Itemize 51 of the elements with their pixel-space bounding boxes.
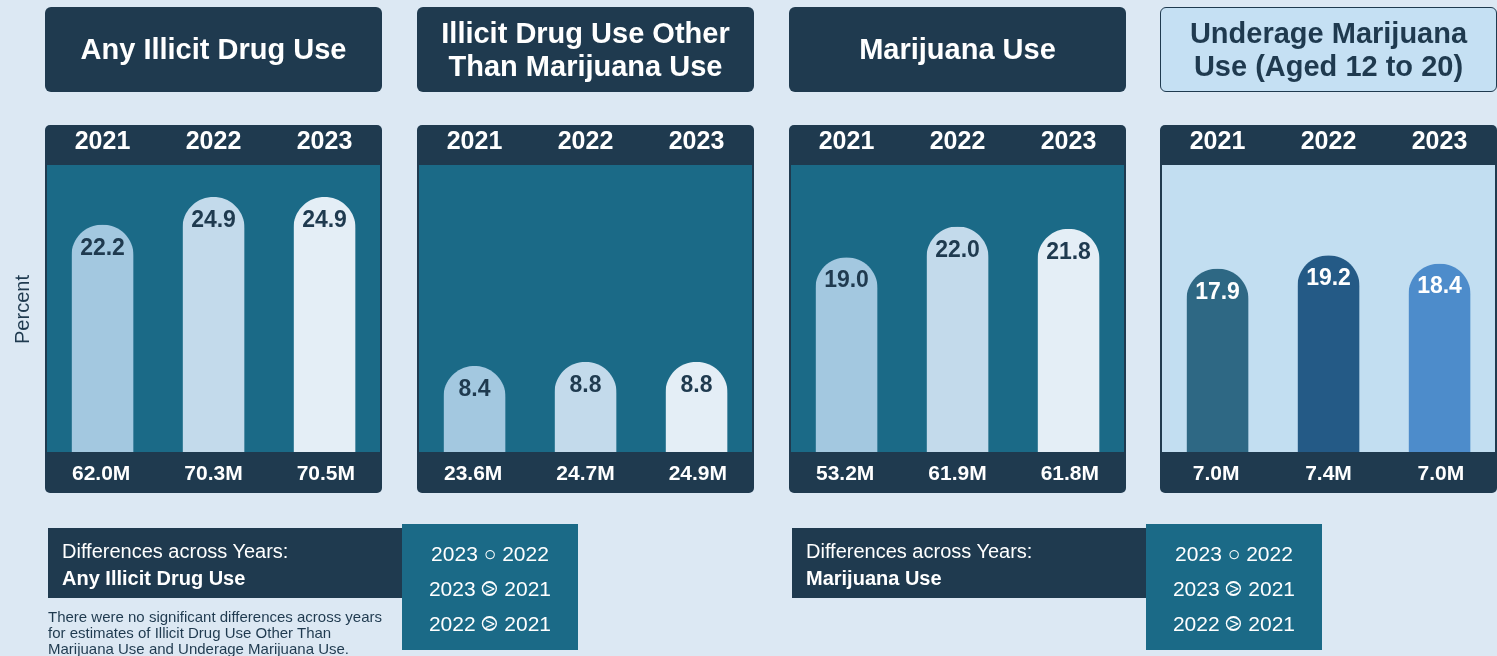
data-label: 8.4 — [458, 374, 491, 401]
text: 61.8M — [1039, 460, 1100, 486]
text: Differences across Years: — [62, 539, 290, 564]
text: 2023 ⧁ 2021 — [1171, 576, 1297, 602]
text: 2023 ○ 2022 — [430, 541, 550, 567]
data-label: 8.8 — [569, 370, 602, 397]
text: Any Illicit Drug Use — [62, 566, 247, 591]
data-label: 19.2 — [1306, 264, 1351, 291]
data-label: 22.0 — [935, 235, 980, 262]
x-tick-label: 2022 — [557, 125, 614, 154]
data-label: 24.9 — [191, 205, 236, 232]
text: 53.2M — [814, 460, 876, 486]
x-tick-label: 2022 — [1300, 125, 1357, 154]
text: 70.3M — [183, 460, 244, 486]
x-tick-label: 2021 — [1189, 125, 1246, 154]
data-label: 19.0 — [824, 266, 869, 293]
chart-title: Underage Marijuana Use (Aged 12 to 20) — [1160, 7, 1497, 92]
x-tick-label: 2021 — [74, 125, 131, 154]
x-tick-label: 2021 — [818, 125, 875, 154]
data-label: 8.8 — [680, 370, 713, 397]
y-axis-title: Percent — [10, 275, 34, 344]
data-label: 22.2 — [80, 233, 125, 260]
data-label: 24.9 — [302, 205, 347, 232]
x-tick-label: 2021 — [446, 125, 503, 154]
text: 2023 ○ 2022 — [1174, 541, 1294, 567]
text: 2023 ⧁ 2021 — [427, 576, 553, 602]
x-tick-label: 2023 — [1411, 125, 1468, 154]
chart-title: Illicit Drug Use Other Than Marijuana Use — [417, 7, 754, 92]
text: 2022 ⧁ 2021 — [427, 611, 553, 637]
x-tick-label: 2023 — [296, 125, 353, 154]
text: 2022 ⧁ 2021 — [1171, 611, 1297, 637]
text: 24.7M — [555, 460, 616, 486]
x-tick-label: 2022 — [185, 125, 242, 154]
x-tick-label: 2023 — [668, 125, 725, 154]
x-tick-label: 2023 — [1040, 125, 1097, 154]
text: Differences across Years: — [806, 539, 1034, 564]
data-label: 17.9 — [1195, 277, 1240, 304]
text: 7.0M — [1191, 460, 1241, 486]
chart-title: Any Illicit Drug Use — [45, 7, 382, 92]
text: 7.4M — [1304, 460, 1353, 486]
text: 23.6M — [442, 460, 504, 486]
chart-title: Marijuana Use — [789, 7, 1126, 92]
text: Marijuana Use — [806, 566, 943, 591]
text: 62.0M — [70, 460, 132, 486]
data-label: 21.8 — [1046, 237, 1092, 264]
text: 61.9M — [927, 460, 988, 486]
text: 7.0M — [1416, 460, 1466, 486]
x-tick-label: 2022 — [929, 125, 986, 154]
text: 70.5M — [295, 460, 356, 486]
data-label: 18.4 — [1417, 272, 1463, 299]
text: 24.9M — [667, 460, 728, 486]
